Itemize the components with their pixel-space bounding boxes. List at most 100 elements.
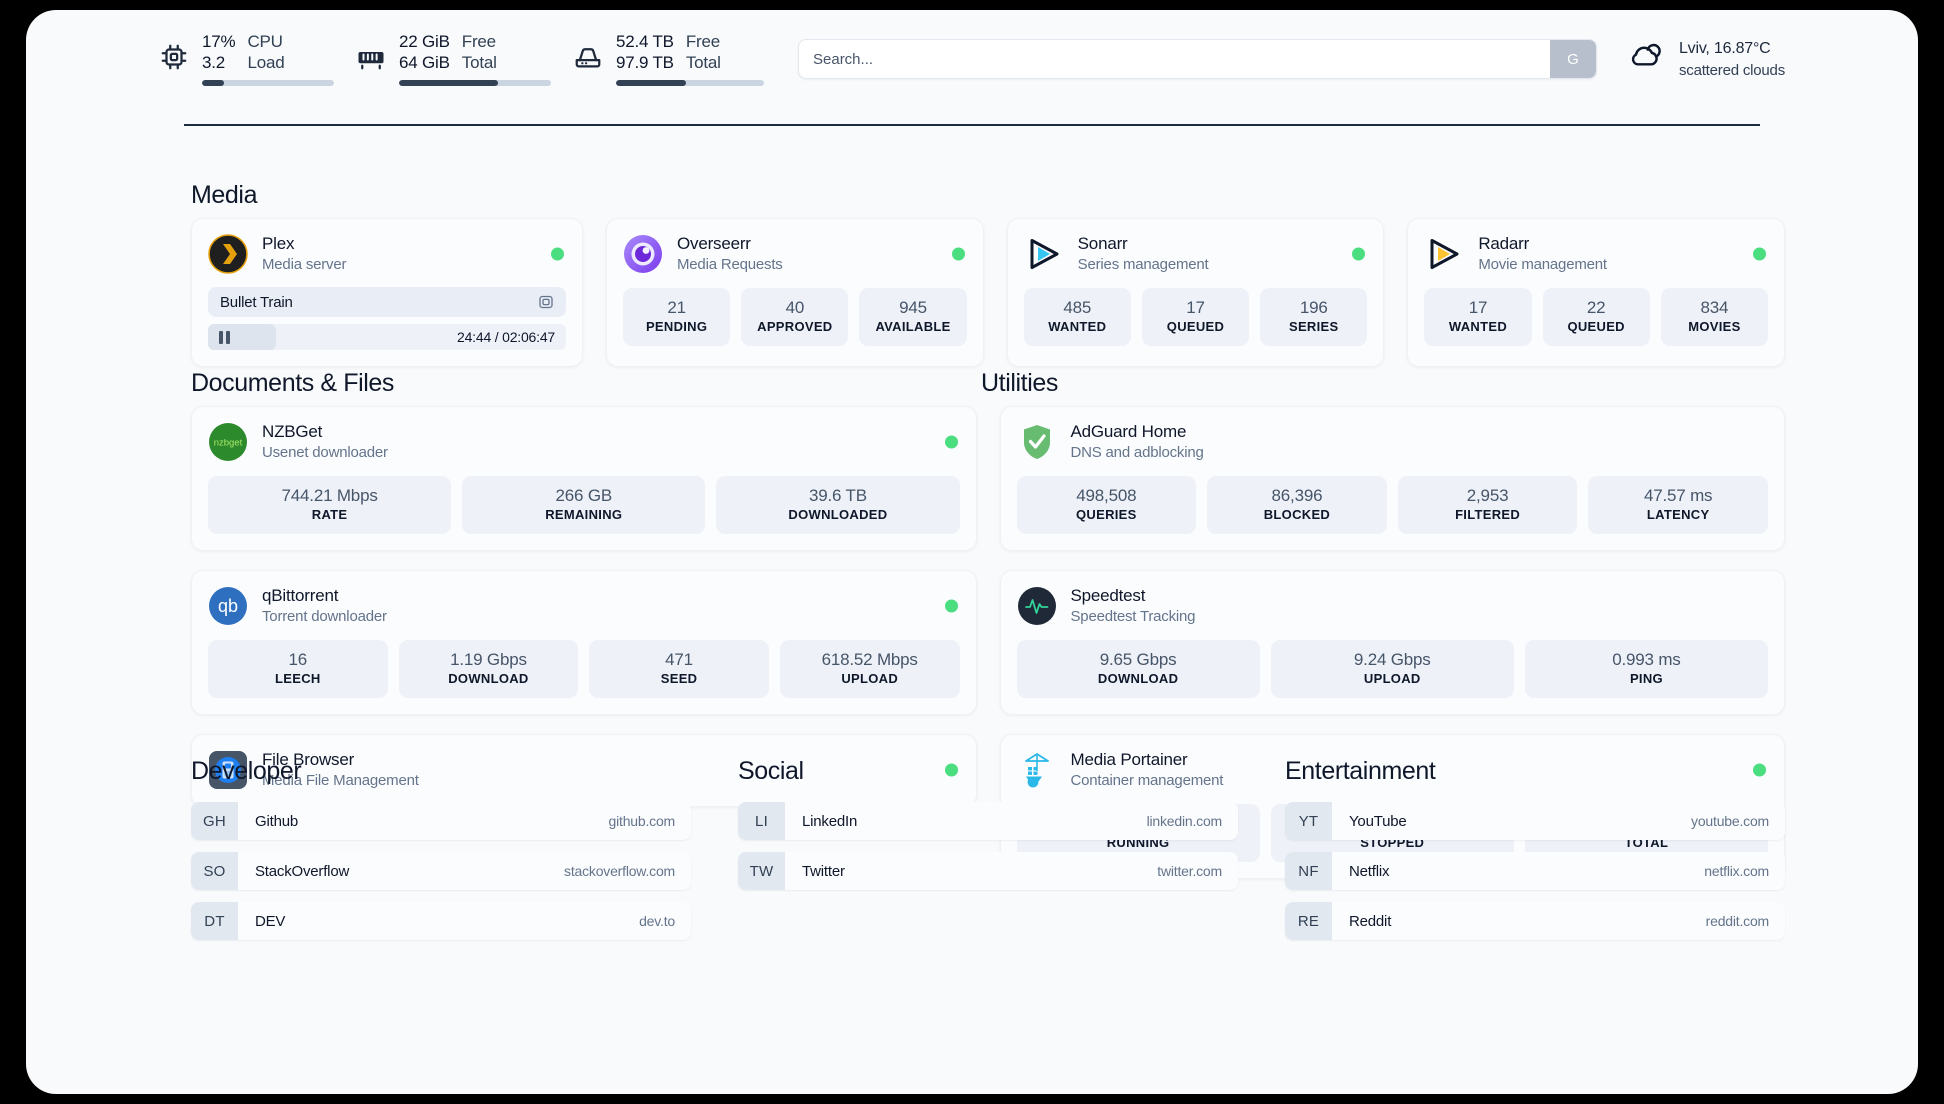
radarr-icon bbox=[1424, 234, 1464, 274]
overseerr-pending-value: 21 bbox=[667, 298, 686, 317]
cpu-label-bottom: Load bbox=[247, 53, 285, 72]
bookmark-abbr: RE bbox=[1285, 902, 1332, 940]
portainer-status-badge bbox=[1753, 763, 1766, 776]
cast-icon[interactable] bbox=[538, 294, 554, 310]
adguard-tile-queries: 498,508 QUERIES bbox=[1016, 476, 1197, 534]
dashboard-frame: 17% 3.2 CPU Load bbox=[26, 10, 1918, 1094]
bookmark-url: netflix.com bbox=[1704, 863, 1769, 879]
speedtest-download-label: DOWNLOAD bbox=[1097, 671, 1179, 686]
nzbget-status-badge bbox=[944, 435, 958, 448]
adguard-desc: DNS and adblocking bbox=[1070, 444, 1204, 461]
nzbget-tile-remaining: 266 GB REMAINING bbox=[462, 476, 706, 534]
nzbget-icon: nzbget bbox=[208, 422, 248, 462]
filebrowser-desc: Media File Management bbox=[262, 772, 419, 789]
bookmark-item-youtube[interactable]: YT YouTube youtube.com bbox=[1285, 802, 1785, 840]
bookmark-abbr: LI bbox=[738, 802, 785, 840]
search-submit-button[interactable]: G bbox=[1549, 40, 1596, 78]
speedtest-tile-upload: 9.24 Gbps UPLOAD bbox=[1270, 640, 1514, 698]
qbittorrent-tile-leech: 16 LEECH bbox=[208, 640, 388, 698]
service-card-sonarr[interactable]: Sonarr Series management 485 WANTED 17 Q… bbox=[1006, 218, 1385, 367]
sonarr-desc: Series management bbox=[1077, 256, 1209, 273]
speedtest-download-value: 9.65 Gbps bbox=[1099, 650, 1177, 669]
qbittorrent-leech-label: LEECH bbox=[275, 671, 321, 686]
bookmark-item-stackoverflow[interactable]: SO StackOverflow stackoverflow.com bbox=[191, 852, 691, 890]
service-card-adguard[interactable]: AdGuard Home DNS and adblocking 498,508 … bbox=[999, 406, 1785, 551]
overseerr-name: Overseerr bbox=[677, 234, 751, 253]
nzbget-remaining-value: 266 GB bbox=[555, 486, 613, 505]
memory-free-value: 22 GiB bbox=[399, 32, 450, 51]
plex-name: Plex bbox=[262, 234, 295, 253]
qbittorrent-status-badge bbox=[944, 599, 958, 612]
plex-desc: Media server bbox=[262, 256, 347, 273]
plex-now-playing[interactable]: Bullet Train bbox=[208, 287, 566, 317]
weather-condition: scattered clouds bbox=[1678, 61, 1785, 79]
bookmark-group-social: Social LI LinkedIn linkedin.com TW Twitt… bbox=[738, 756, 1238, 940]
cpu-label-top: CPU bbox=[247, 32, 283, 51]
section-title-utilities: Utilities bbox=[981, 369, 1058, 397]
plex-time-label: 24:44 / 02:06:47 bbox=[457, 329, 555, 345]
bookmark-item-dev[interactable]: DT DEV dev.to bbox=[191, 902, 691, 940]
nzbget-tile-downloaded: 39.6 TB DOWNLOADED bbox=[716, 476, 960, 534]
adguard-blocked-label: BLOCKED bbox=[1263, 507, 1331, 522]
overseerr-available-value: 945 bbox=[899, 298, 927, 317]
bookmark-item-netflix[interactable]: NF Netflix netflix.com bbox=[1285, 852, 1785, 890]
service-card-speedtest[interactable]: Speedtest Speedtest Tracking 9.65 Gbps D… bbox=[999, 570, 1785, 715]
nzbget-tile-rate: 744.21 Mbps RATE bbox=[208, 476, 452, 534]
dashboard-header: 17% 3.2 CPU Load bbox=[26, 10, 1918, 126]
bookmark-url: twitter.com bbox=[1157, 863, 1222, 879]
qbittorrent-tile-upload: 618.52 Mbps UPLOAD bbox=[779, 640, 960, 698]
bookmark-abbr: NF bbox=[1285, 852, 1332, 890]
disk-stat-group: 52.4 TB 97.9 TB Free Total bbox=[573, 32, 786, 86]
weather-widget[interactable]: Lviv, 16.87°C scattered clouds bbox=[1625, 39, 1785, 80]
bookmark-group-title-entertainment: Entertainment bbox=[1285, 757, 1436, 785]
cpu-stat-group: 17% 3.2 CPU Load bbox=[159, 32, 356, 86]
cpu-chip-icon bbox=[159, 42, 189, 72]
overseerr-tile-approved: 40 APPROVED bbox=[741, 288, 849, 346]
bookmark-item-github[interactable]: GH Github github.com bbox=[191, 802, 691, 840]
nzbget-rate-value: 744.21 Mbps bbox=[281, 486, 378, 505]
qbittorrent-upload-label: UPLOAD bbox=[841, 671, 899, 686]
qbittorrent-tile-download: 1.19 Gbps DOWNLOAD bbox=[398, 640, 579, 698]
radarr-wanted-value: 17 bbox=[1468, 298, 1488, 317]
qbittorrent-desc: Torrent downloader bbox=[262, 608, 387, 625]
service-card-nzbget[interactable]: nzbget NZBGet Usenet downloader 744.21 M… bbox=[191, 406, 977, 551]
overseerr-tile-available: 945 AVAILABLE bbox=[859, 288, 967, 346]
qbittorrent-icon: qb bbox=[208, 586, 248, 626]
adguard-latency-label: LATENCY bbox=[1646, 507, 1710, 522]
qbittorrent-upload-value: 618.52 Mbps bbox=[821, 650, 918, 669]
bookmark-url: youtube.com bbox=[1691, 813, 1769, 829]
overseerr-status-badge bbox=[951, 247, 965, 260]
radarr-status-badge bbox=[1753, 247, 1767, 260]
radarr-movies-label: MOVIES bbox=[1688, 319, 1741, 334]
bookmark-group-title-social: Social bbox=[738, 757, 804, 785]
pause-icon[interactable] bbox=[219, 330, 230, 344]
service-card-plex[interactable]: Plex Media server Bullet Train bbox=[191, 218, 583, 367]
bookmark-item-linkedin[interactable]: LI LinkedIn linkedin.com bbox=[738, 802, 1238, 840]
header-divider bbox=[184, 124, 1760, 126]
nzbget-name: NZBGet bbox=[262, 422, 323, 441]
memory-label-total: Total bbox=[461, 53, 497, 72]
plex-icon bbox=[208, 233, 248, 274]
service-card-filebrowser[interactable]: File Browser Media File Management bbox=[191, 734, 977, 807]
service-card-qbittorrent[interactable]: qb qBittorrent Torrent downloader 16 LEE… bbox=[191, 570, 977, 715]
bookmark-item-reddit[interactable]: RE Reddit reddit.com bbox=[1285, 902, 1785, 940]
search-input[interactable] bbox=[799, 40, 1550, 78]
qbittorrent-tile-seed: 471 SEED bbox=[589, 640, 769, 698]
adguard-filtered-value: 2,953 bbox=[1466, 486, 1509, 505]
sonarr-icon bbox=[1024, 234, 1064, 274]
disk-total-value: 97.9 TB bbox=[616, 53, 674, 72]
weather-location-temp: Lviv, 16.87°C bbox=[1678, 39, 1771, 57]
section-title-media: Media bbox=[191, 181, 258, 209]
memory-stat-group: 22 GiB 64 GiB Free Total bbox=[356, 32, 573, 86]
nzbget-remaining-label: REMAINING bbox=[545, 507, 623, 522]
overseerr-pending-label: PENDING bbox=[645, 319, 708, 334]
hard-drive-icon bbox=[573, 42, 603, 72]
section-title-documents: Documents & Files bbox=[191, 369, 394, 397]
disk-label-total: Total bbox=[685, 53, 721, 72]
portainer-desc: Container management bbox=[1070, 772, 1224, 789]
portainer-icon bbox=[1017, 750, 1057, 790]
service-card-overseerr[interactable]: Overseerr Media Requests 21 PENDING 40 A… bbox=[606, 218, 984, 367]
bookmark-item-twitter[interactable]: TW Twitter twitter.com bbox=[738, 852, 1238, 890]
plex-progress-bar[interactable]: 24:44 / 02:06:47 bbox=[208, 324, 566, 350]
service-card-radarr[interactable]: Radarr Movie management 17 WANTED 22 QUE… bbox=[1407, 218, 1786, 367]
